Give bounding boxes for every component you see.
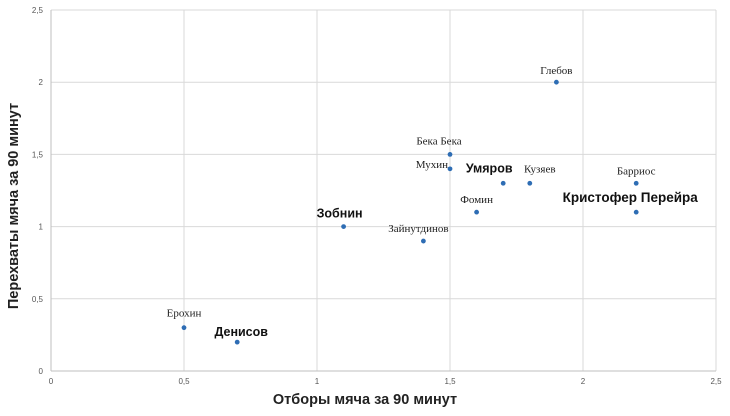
- data-label: Фомин: [460, 194, 493, 206]
- tick-labels: 0 0,5 1 1,5 2 2,5 0 0,5 1 1,5 2 2,5: [32, 6, 722, 386]
- x-tick-label: 1: [315, 377, 320, 386]
- data-point: [234, 339, 240, 345]
- data-label: Мухин: [416, 159, 448, 171]
- data-point: [527, 180, 533, 186]
- data-point: [633, 180, 639, 186]
- x-tick-label: 2,5: [710, 377, 722, 386]
- data-point: [447, 166, 453, 172]
- data-label: Умяров: [466, 161, 513, 175]
- y-tick-label: 1: [39, 223, 44, 232]
- data-point: [633, 209, 639, 215]
- y-tick-label: 0,5: [32, 295, 44, 304]
- data-label: Кристофер Перейра: [563, 190, 699, 205]
- data-label: Ерохин: [167, 308, 202, 320]
- data-point: [474, 209, 479, 215]
- x-tick-label: 0,5: [178, 377, 190, 386]
- y-tick-label: 2,5: [32, 6, 44, 15]
- x-tick-label: 0: [49, 377, 54, 386]
- y-tick-label: 2: [39, 78, 44, 87]
- data-points: [181, 79, 639, 345]
- data-point: [341, 224, 346, 230]
- data-point: [500, 180, 506, 186]
- x-tick-label: 2: [581, 377, 586, 386]
- data-label: Бека Бека: [416, 135, 461, 147]
- data-point: [447, 152, 453, 157]
- data-label: Денисов: [214, 325, 268, 339]
- data-label: Зайнутдинов: [388, 223, 448, 235]
- data-point: [181, 325, 187, 331]
- y-tick-label: 0: [39, 367, 44, 376]
- data-point: [554, 79, 559, 85]
- data-label: Глебов: [540, 65, 572, 77]
- x-axis-title: Отборы мяча за 90 минут: [273, 392, 457, 408]
- data-point: [421, 238, 426, 244]
- data-label: Зобнин: [317, 207, 363, 221]
- data-label: Барриос: [617, 165, 656, 177]
- y-axis-title: Перехваты мяча за 90 минут: [6, 103, 22, 309]
- data-label: Кузяев: [524, 163, 556, 175]
- x-tick-label: 1,5: [444, 377, 456, 386]
- axes: [50, 10, 716, 372]
- data-labels: Ерохин Денисов Зобнин Зайнутдинов Бека Бека М…: [167, 65, 699, 339]
- y-tick-label: 1,5: [32, 150, 44, 159]
- grid: [51, 9, 717, 371]
